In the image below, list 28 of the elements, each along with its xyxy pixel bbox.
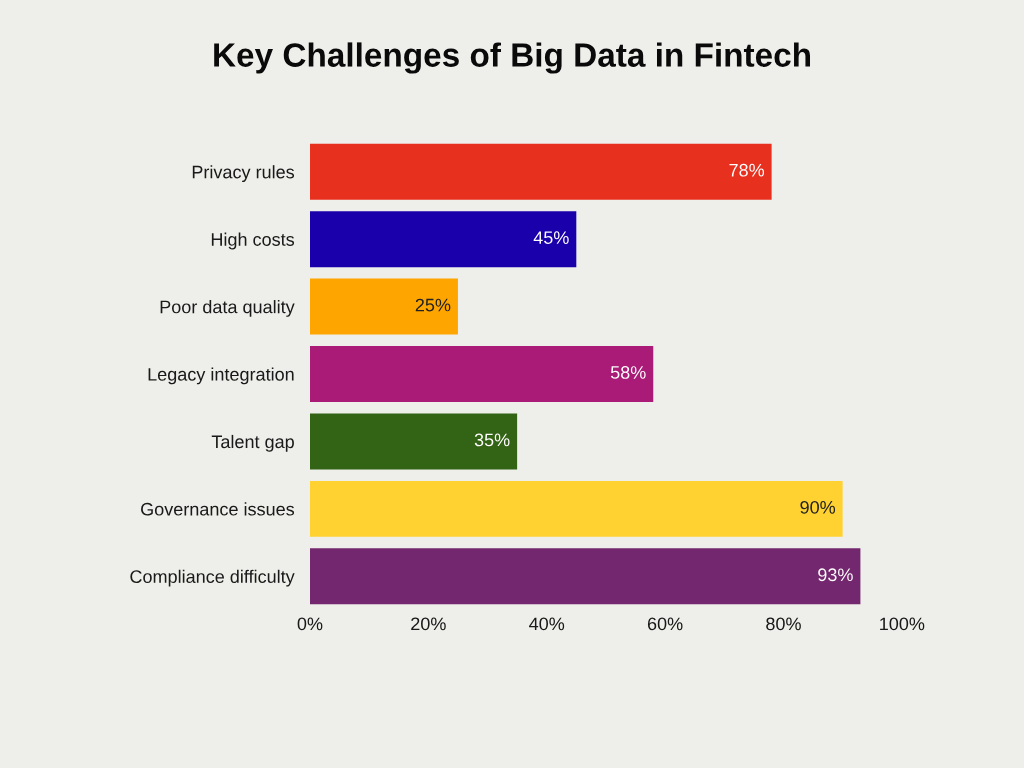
- y-tick-label: High costs: [211, 232, 295, 250]
- data-label: 90%: [800, 500, 836, 514]
- y-tick-label: Poor data quality: [160, 300, 295, 317]
- bar: [309, 548, 861, 605]
- bar: [309, 480, 843, 537]
- bar: [309, 278, 458, 335]
- y-tick-label: Legacy integration: [148, 367, 294, 385]
- y-tick-label: Privacy rules: [192, 165, 295, 183]
- bar: [309, 413, 518, 470]
- chart-title: Key Challenges of Big Data in Fintech: [214, 42, 811, 74]
- y-tick-label: Compliance difficulty: [130, 569, 295, 587]
- bar: [309, 346, 654, 402]
- y-tick-label: Governance issues: [141, 502, 295, 516]
- x-tick-label: 80%: [766, 617, 801, 631]
- x-tick-label: 100%: [880, 617, 925, 631]
- data-label: 93%: [818, 568, 853, 582]
- data-label: 78%: [729, 163, 765, 177]
- y-tick-label: Talent gap: [211, 434, 294, 452]
- data-label: 58%: [610, 366, 646, 379]
- x-tick-label: 60%: [647, 617, 683, 631]
- data-label: 35%: [474, 433, 510, 447]
- x-tick-label: 40%: [529, 617, 565, 631]
- data-label: 25%: [415, 298, 451, 312]
- x-tick-label: 20%: [411, 617, 446, 631]
- bar: [309, 143, 772, 200]
- data-label: 45%: [533, 231, 569, 244]
- x-tick-label: 0%: [297, 617, 323, 631]
- bar: [309, 211, 577, 268]
